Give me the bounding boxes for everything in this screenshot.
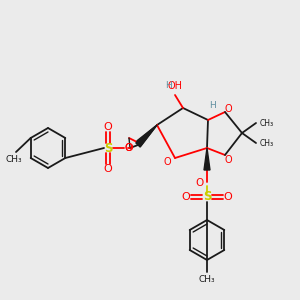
Text: O: O	[224, 104, 232, 114]
Polygon shape	[204, 148, 210, 170]
Text: H: H	[210, 101, 216, 110]
Text: O: O	[124, 143, 134, 153]
Text: O: O	[103, 164, 112, 174]
Text: H: H	[165, 82, 171, 91]
Polygon shape	[137, 125, 157, 145]
Text: S: S	[203, 190, 211, 203]
Text: CH₃: CH₃	[199, 274, 215, 284]
Text: O: O	[103, 122, 112, 132]
Text: CH₃: CH₃	[260, 139, 274, 148]
Text: O: O	[224, 155, 232, 165]
Text: O: O	[224, 192, 232, 202]
Text: OH: OH	[167, 81, 182, 91]
Text: O: O	[124, 143, 132, 153]
Text: O: O	[182, 192, 190, 202]
Polygon shape	[136, 125, 157, 147]
Text: S: S	[104, 142, 112, 154]
Text: CH₃: CH₃	[260, 118, 274, 127]
Text: O: O	[163, 157, 171, 167]
Text: CH₃: CH₃	[6, 155, 22, 164]
Text: O: O	[195, 178, 203, 188]
